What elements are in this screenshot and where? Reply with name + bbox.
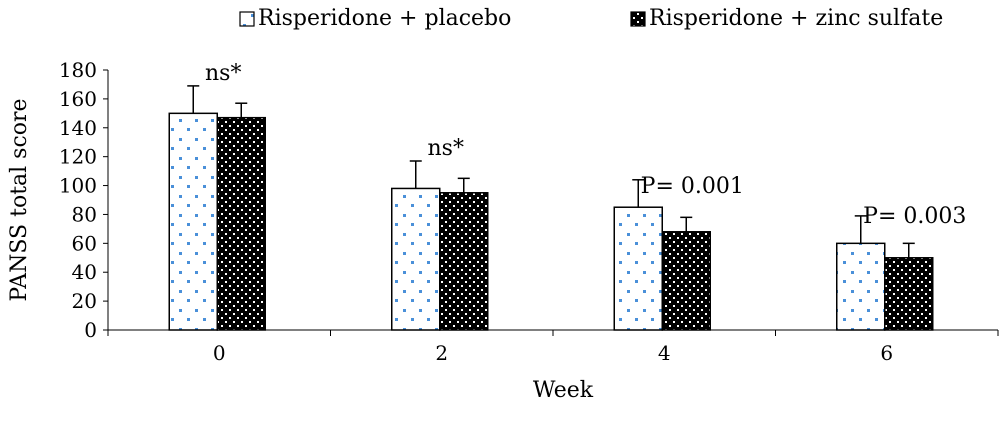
- bar-zinc-sulfate-week-2: [439, 192, 489, 331]
- significance-annotation: P= 0.003: [863, 204, 966, 229]
- legend-label-placebo: Risperidone + placebo: [258, 6, 511, 31]
- x-tick-label: 0: [213, 341, 226, 365]
- y-tick-label: 60: [72, 231, 97, 255]
- y-tick-label: 0: [84, 318, 97, 342]
- legend-item-zinc: Risperidone + zinc sulfate: [630, 6, 943, 31]
- y-tick-label: 120: [59, 145, 97, 169]
- significance-annotation: P= 0.001: [641, 174, 744, 199]
- y-tick-label: 160: [59, 87, 97, 111]
- y-axis-title: PANSS total score: [7, 98, 32, 301]
- x-axis-ticks: 0 2 4 6: [107, 330, 999, 365]
- bar-zinc-sulfate-week-0: [216, 116, 266, 331]
- legend-swatch-zinc-sulfate: [630, 11, 646, 27]
- y-tick-label: 140: [59, 116, 97, 140]
- x-axis-title: Week: [533, 378, 594, 403]
- error-bars: [187, 85, 915, 258]
- x-tick-label: 4: [658, 341, 671, 365]
- legend-label-zinc-sulfate: Risperidone + zinc sulfate: [649, 6, 943, 31]
- legend-swatch-placebo: [239, 11, 255, 27]
- bar-zinc-sulfate-week-6: [884, 257, 934, 331]
- bar-zinc-sulfate-week-4: [661, 231, 711, 331]
- legend: Risperidone + placebo Risperidone + zinc…: [239, 6, 943, 31]
- annotations: ns* ns* P= 0.001 P= 0.003: [205, 61, 966, 229]
- y-tick-label: 180: [59, 58, 97, 82]
- legend-item-placebo: Risperidone + placebo: [239, 6, 511, 31]
- x-tick-label: 2: [435, 341, 448, 365]
- y-tick-label: 20: [72, 289, 97, 313]
- bars: [168, 112, 934, 331]
- bar-placebo-week-4: [613, 206, 663, 331]
- y-tick-label: 40: [72, 260, 97, 284]
- bar-placebo-week-2: [391, 187, 441, 331]
- bar-placebo-week-0: [168, 112, 218, 331]
- y-tick-label: 80: [72, 202, 97, 226]
- bar-placebo-week-6: [836, 242, 886, 331]
- x-tick-label: 6: [880, 341, 893, 365]
- y-tick-label: 100: [59, 174, 97, 198]
- significance-annotation: ns*: [428, 136, 464, 161]
- y-axis-ticks: 0 20 40 60 80 100 120 140 160 180: [59, 58, 108, 342]
- significance-annotation: ns*: [205, 61, 241, 86]
